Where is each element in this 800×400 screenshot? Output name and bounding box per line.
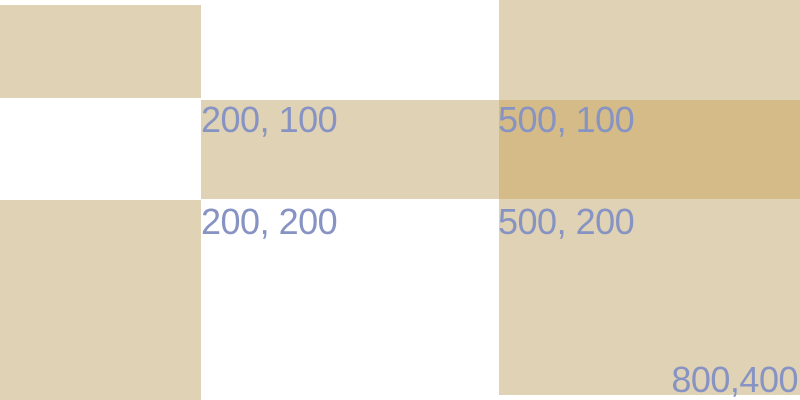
middle-band-block xyxy=(201,100,499,199)
top-left-block xyxy=(0,5,201,98)
label-200-200: 200, 200 xyxy=(201,201,338,242)
left-bottom-block xyxy=(0,200,201,400)
overlap-block xyxy=(499,100,800,199)
label-200-100: 200, 100 xyxy=(201,99,338,140)
label-500-100: 500, 100 xyxy=(498,99,635,140)
label-500-200: 500, 200 xyxy=(498,201,635,242)
label-800-400: 800,400 xyxy=(671,359,798,400)
